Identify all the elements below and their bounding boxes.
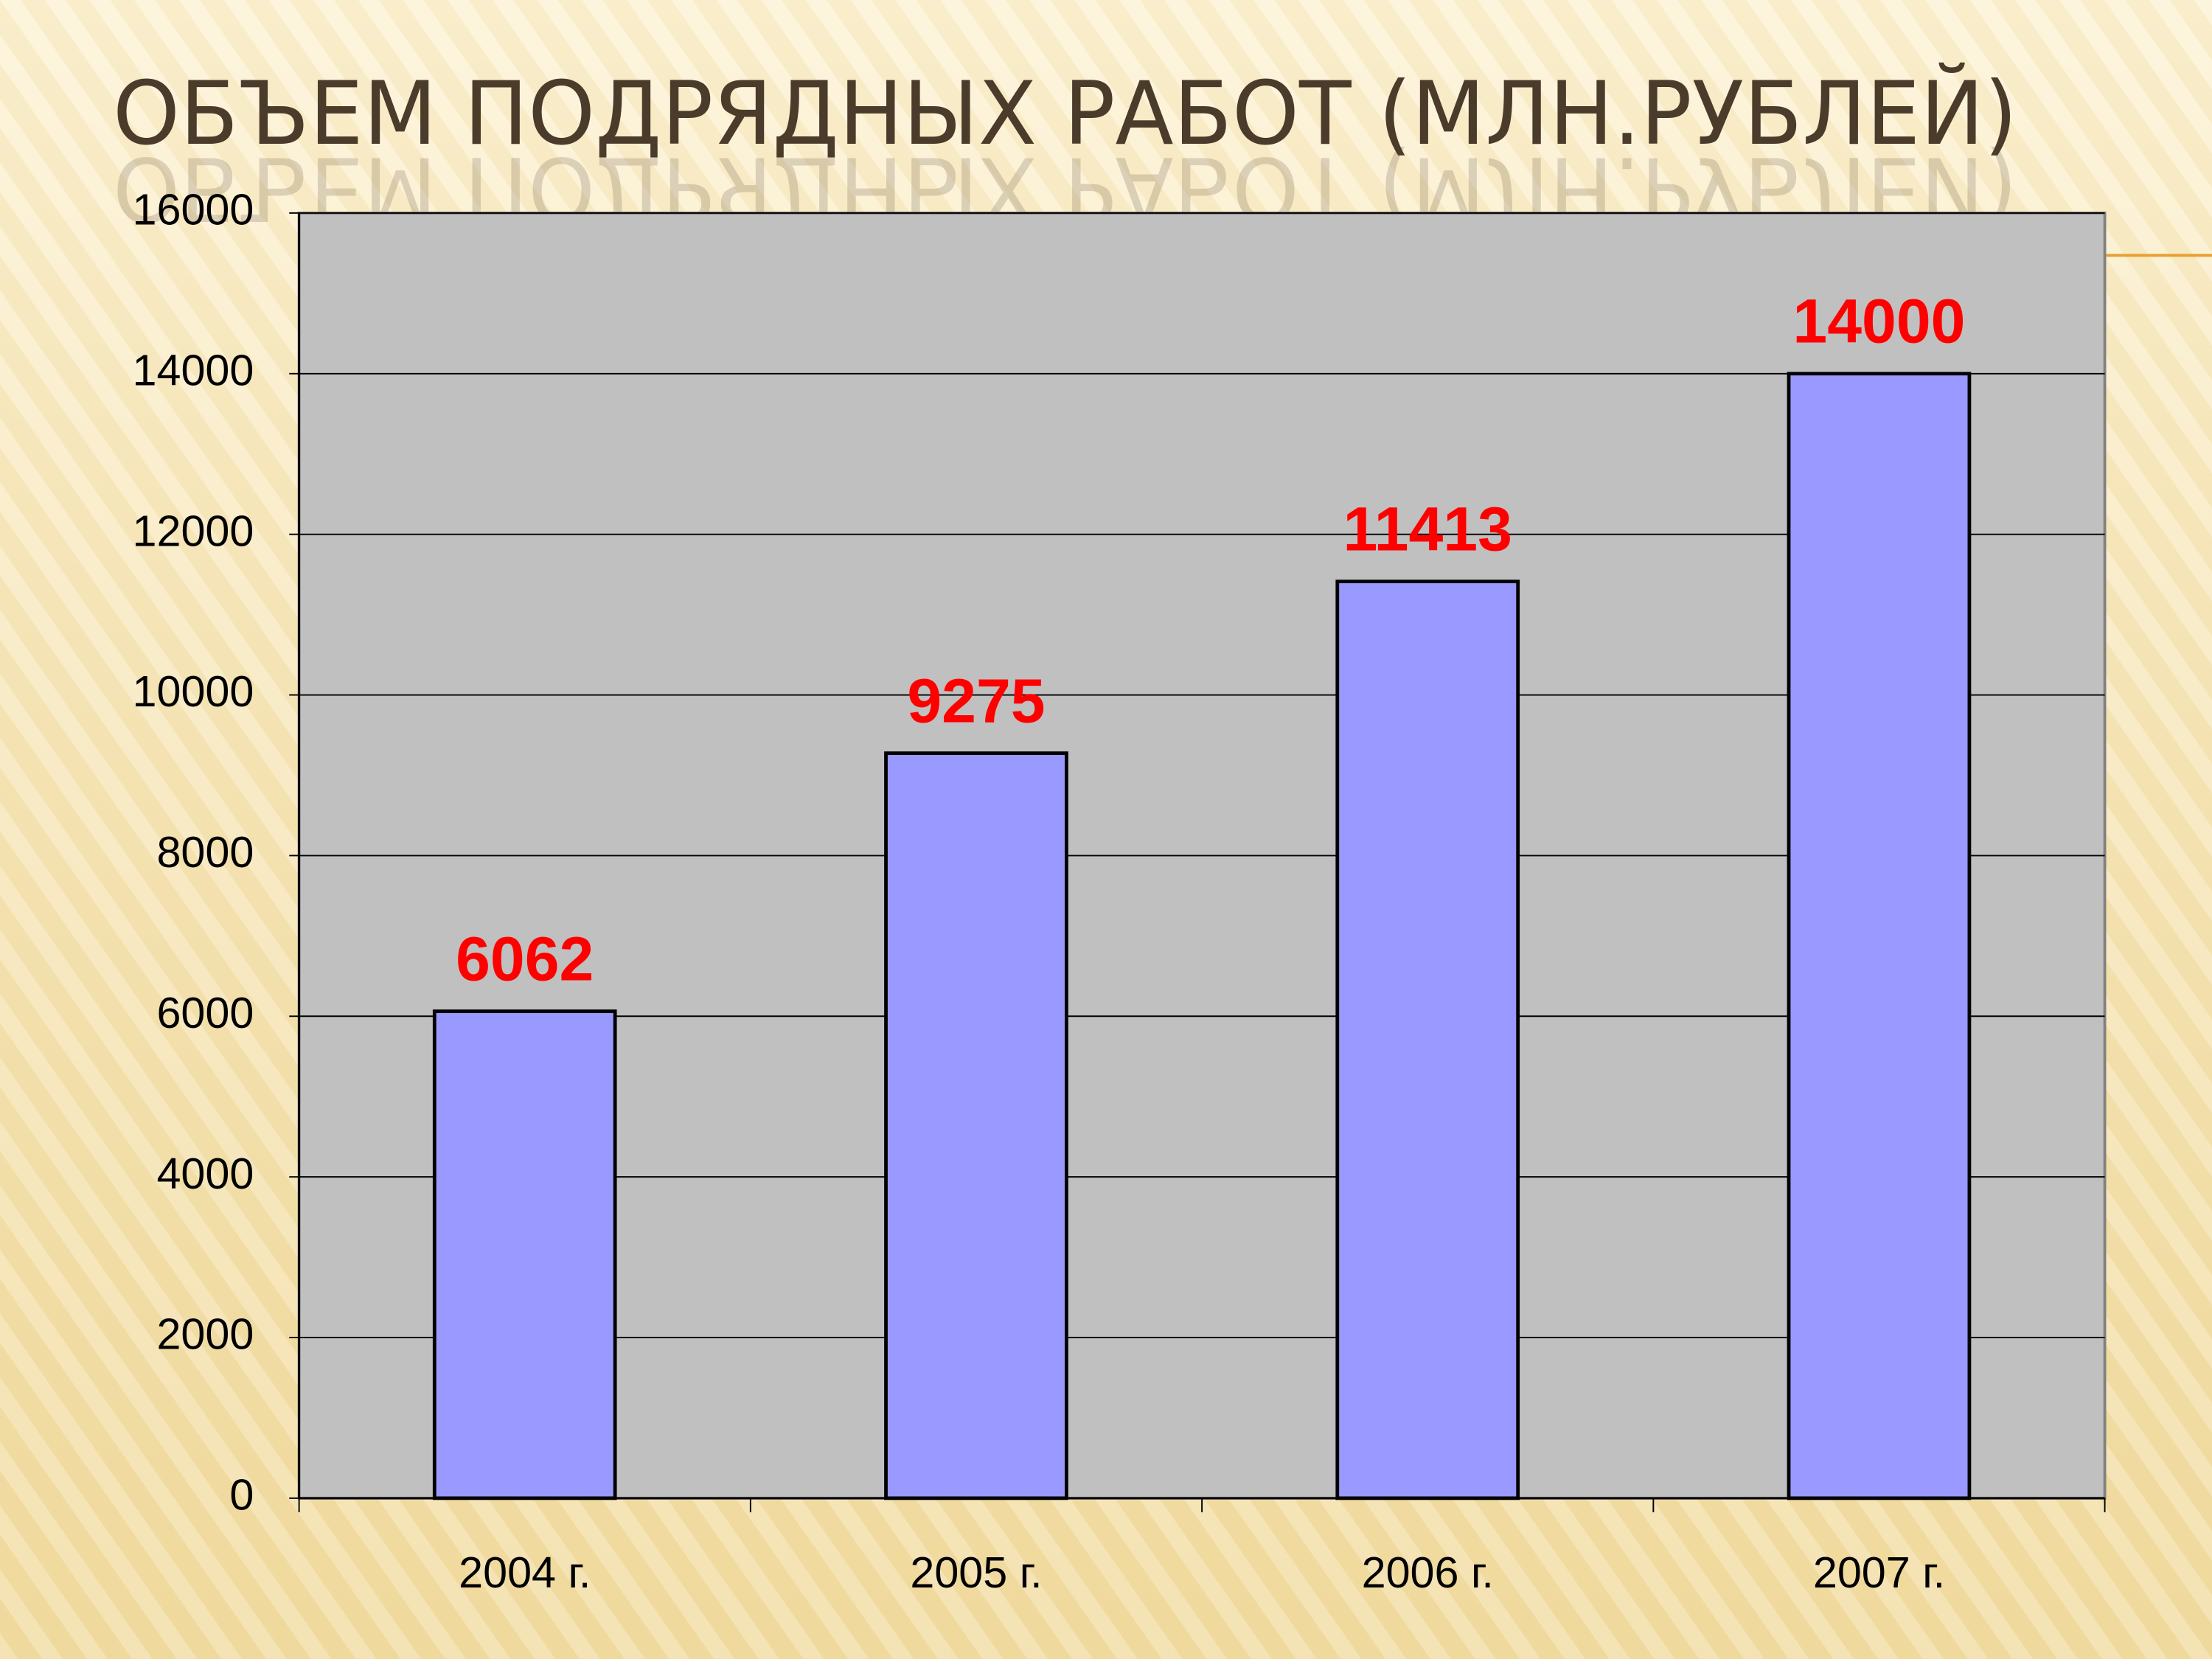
y-tick-label: 12000 xyxy=(132,506,254,555)
x-tick-label: 2007 г. xyxy=(1813,1548,1945,1597)
value-label: 6062 xyxy=(456,924,594,993)
value-label: 14000 xyxy=(1792,287,1965,356)
bar xyxy=(432,1009,617,1500)
y-tick-label: 6000 xyxy=(156,988,254,1037)
bar xyxy=(1787,372,1972,1500)
chart-title: ОБЪЕМ ПОДРЯДНЫХ РАБОТ (МЛН.РУБЛЕЙ) xyxy=(113,62,2017,164)
y-tick-label: 0 xyxy=(229,1470,254,1520)
x-tick-label: 2006 г. xyxy=(1362,1548,1494,1597)
value-label: 9275 xyxy=(907,666,1045,735)
y-tick-label: 10000 xyxy=(132,667,254,716)
y-tick-label: 16000 xyxy=(132,185,254,234)
y-tick-label: 14000 xyxy=(132,345,254,394)
y-tick-label: 2000 xyxy=(156,1310,254,1359)
bar xyxy=(1335,580,1520,1500)
x-tick-label: 2005 г. xyxy=(910,1548,1042,1597)
x-tick-label: 2004 г. xyxy=(459,1548,591,1597)
y-tick-label: 4000 xyxy=(156,1149,254,1198)
y-tick-label: 8000 xyxy=(156,827,254,877)
bar xyxy=(884,751,1068,1500)
value-label: 11413 xyxy=(1343,495,1512,564)
